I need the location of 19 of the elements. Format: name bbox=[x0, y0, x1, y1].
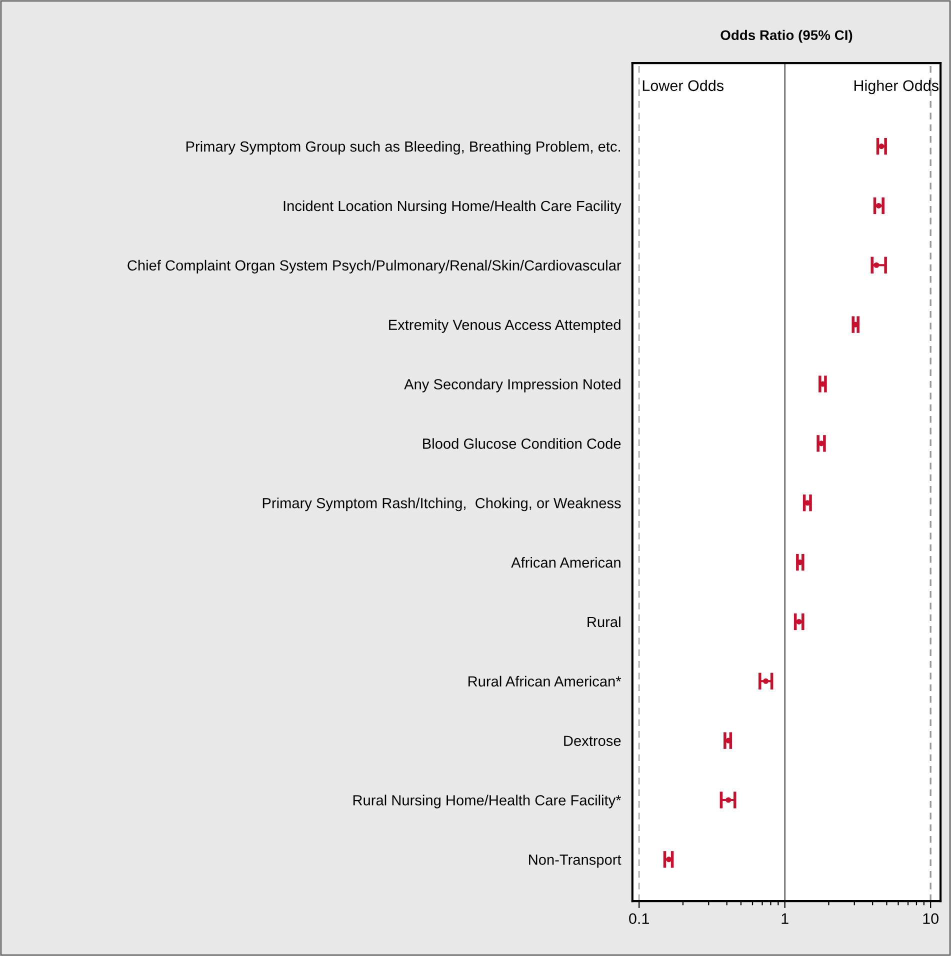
x-tick-label: 0.1 bbox=[629, 913, 649, 924]
y-tick-label: Primary Symptom Group such as Bleeding, Breathing Problem, etc. bbox=[186, 141, 620, 155]
chart-title: Odds Ratio (95% CI) bbox=[720, 30, 852, 43]
x-tick-label: 10 bbox=[923, 913, 938, 924]
y-tick-label: Rural Nursing Home/Health Care Facility* bbox=[353, 794, 622, 808]
x-tick-label: 1 bbox=[782, 913, 788, 924]
y-tick-label: Extremity Venous Access Attempted bbox=[389, 319, 620, 333]
annotation: Higher Odds bbox=[854, 80, 938, 94]
y-tick-label: Dextrose bbox=[564, 736, 621, 746]
y-tick-label: Primary Symptom Rash/Itching, Choking, or Weakness bbox=[262, 498, 621, 512]
y-tick-label: Rural bbox=[588, 616, 620, 628]
annotation: Lower Odds bbox=[642, 80, 724, 92]
y-tick-label: Non-Transport bbox=[529, 854, 622, 868]
y-tick-label: Any Secondary Impression Noted bbox=[404, 378, 620, 392]
y-tick-label: Incident Location Nursing Home/Health Care Facility bbox=[284, 200, 622, 214]
y-tick-label: African American bbox=[511, 557, 620, 568]
y-tick-label: Blood Glucose Condition Code bbox=[423, 438, 621, 449]
y-tick-label: Chief Complaint Organ System Psych/Pulmonary/Renal/Skin/Cardiovascular bbox=[128, 260, 622, 274]
y-tick-label: Rural African American* bbox=[468, 676, 622, 687]
